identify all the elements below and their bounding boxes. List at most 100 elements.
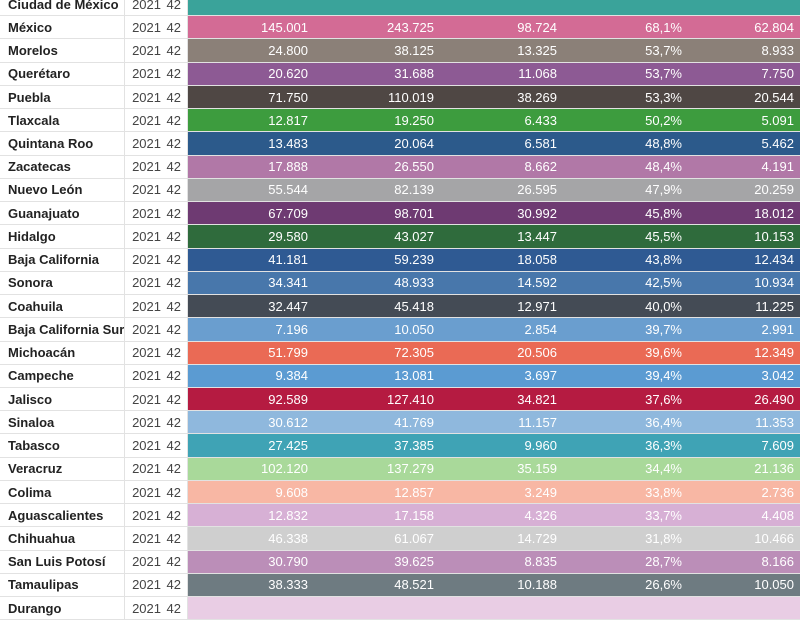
value-cell: 137.279 [387,461,434,477]
value-cell [686,0,800,15]
state-name-cell: Zacatecas [0,155,125,178]
value-cell: 8.166 [761,554,794,570]
value-cell: 20.544 [754,89,794,105]
value-cell: 14.592 [517,275,557,291]
value-cell: 12.857 [394,484,434,500]
state-name-cell: Baja California Sur [0,318,125,341]
value-cell: 45.418 [394,298,434,314]
value-cell: 7.196 [275,321,308,337]
color-band: 9.608 12.857 3.249 33,8% 2.736 [188,480,800,504]
value-cell: 92.589 [268,391,308,407]
table-row: Sinaloa 2021 42 30.612 41.769 11.157 36,4% 11.3… [0,411,800,435]
table-row: Chihuahua 2021 42 46.338 61.067 14.729 31,8% 10… [0,527,800,551]
color-band: 20.620 31.688 11.068 53,7% 7.750 [188,62,800,85]
value-cell: 26.595 [517,182,557,198]
year-cell: 2021 [132,136,161,152]
value-cell: 11.353 [755,414,794,430]
week-cell: 42 [164,132,188,155]
week-cell: 42 [164,318,188,341]
value-cell: 4.408 [761,507,794,523]
year-cell: 2021 [132,252,161,268]
state-name-cell: Hidalgo [0,225,125,248]
value-cell: 24.800 [268,43,308,59]
value-cell: 18.012 [754,205,794,221]
week-cell: 42 [164,271,188,295]
value-cell: 10.050 [394,321,434,337]
state-name-cell: Baja California [0,248,125,271]
value-cell: 48.933 [394,275,434,291]
percent-cell: 39,4% [645,368,682,384]
value-cell: 11.068 [518,66,557,82]
table-row: Campeche 2021 42 9.384 13.081 3.697 39,4% 3.042 [0,364,800,388]
week-cell: 42 [164,573,188,597]
color-band: 30.612 41.769 11.157 36,4% 11.353 [188,411,800,434]
value-cell: 98.724 [517,19,557,35]
year-cell: 2021 [132,66,161,82]
value-cell: 20.259 [754,182,794,198]
table-row: Morelos 2021 42 24.800 38.125 13.325 53,7% 8.93… [0,39,800,63]
value-cell: 9.960 [524,438,557,454]
color-band: 71.750 110.019 38.269 53,3% 20.544 [188,85,800,109]
value-cell: 10.934 [754,275,794,291]
value-cell: 46.338 [268,531,308,546]
week-cell: 42 [164,202,188,225]
color-band: 13.483 20.064 6.581 48,8% 5.462 [188,132,800,155]
value-cell: 98.701 [394,205,434,221]
percent-cell: 33,8% [645,484,682,500]
state-name-cell: Puebla [0,85,125,109]
week-cell: 42 [164,411,188,434]
value-cell: 30.790 [268,554,308,570]
value-cell [314,597,438,619]
value-cell: 243.725 [387,19,434,35]
percent-cell: 50,2% [645,112,682,128]
week-cell: 42 [164,0,188,16]
percent-cell: 53,3% [645,89,682,105]
value-cell: 20.064 [394,136,434,152]
year-cell: 2021 [132,43,161,59]
state-name-cell: San Luis Potosí [0,550,125,573]
value-cell: 10.466 [754,531,794,546]
year-cell: 2021 [132,275,161,291]
value-cell [314,0,438,15]
color-band: 67.709 98.701 30.992 45,8% 18.012 [188,202,800,225]
table-row: Nuevo León 2021 42 55.544 82.139 26.595 47,9% 2… [0,178,800,203]
value-cell: 26.490 [754,391,794,407]
percent-cell: 34,4% [645,461,682,477]
state-name-cell: Sinaloa [0,411,125,434]
week-cell: 42 [164,550,188,573]
table-row: Tamaulipas 2021 42 38.333 48.521 10.188 26,6% 1… [0,573,800,598]
value-cell: 39.625 [394,554,434,570]
week-cell: 42 [164,16,188,39]
year-cell: 2021 [132,600,161,616]
percent-cell: 26,6% [645,577,682,593]
week-cell: 42 [164,597,188,620]
week-cell: 42 [164,295,188,318]
value-cell: 20.506 [517,345,557,361]
table-row: Puebla 2021 42 71.750 110.019 38.269 53,3% 20.5… [0,85,800,110]
value-cell: 110.019 [387,89,434,105]
color-band [188,0,800,16]
year-cell: 2021 [132,228,161,244]
state-name-cell: Jalisco [0,387,125,411]
value-cell: 19.250 [394,112,434,128]
value-cell: 21.136 [754,461,794,477]
value-cell: 31.688 [394,66,434,82]
value-cell: 9.384 [275,368,308,384]
color-band: 12.817 19.250 6.433 50,2% 5.091 [188,109,800,132]
state-name-cell: Guanajuato [0,202,125,225]
week-cell: 42 [164,504,188,527]
year-cell: 2021 [132,0,161,12]
color-band: 34.341 48.933 14.592 42,5% 10.934 [188,271,800,295]
value-cell: 51.799 [268,345,308,361]
value-cell: 38.269 [517,89,557,105]
color-band: 102.120 137.279 35.159 34,4% 21.136 [188,457,800,480]
color-band: 27.425 37.385 9.960 36,3% 7.609 [188,434,800,457]
value-cell [188,0,314,15]
color-band: 51.799 72.305 20.506 39,6% 12.349 [188,341,800,364]
year-cell: 2021 [132,19,161,35]
value-cell: 127.410 [387,391,434,407]
value-cell: 62.804 [754,19,794,35]
value-cell: 8.662 [524,159,557,175]
value-cell: 102.120 [261,461,308,477]
